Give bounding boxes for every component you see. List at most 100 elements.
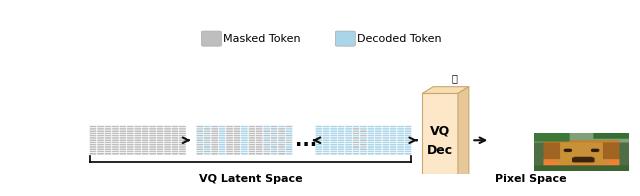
FancyBboxPatch shape bbox=[278, 142, 285, 144]
FancyBboxPatch shape bbox=[127, 142, 134, 144]
FancyBboxPatch shape bbox=[375, 126, 382, 128]
FancyBboxPatch shape bbox=[211, 142, 218, 144]
FancyBboxPatch shape bbox=[234, 130, 241, 132]
FancyBboxPatch shape bbox=[271, 148, 278, 150]
FancyBboxPatch shape bbox=[375, 128, 382, 130]
FancyBboxPatch shape bbox=[390, 142, 397, 144]
FancyBboxPatch shape bbox=[204, 153, 211, 155]
FancyBboxPatch shape bbox=[360, 148, 367, 150]
Text: ...: ... bbox=[295, 131, 317, 150]
FancyBboxPatch shape bbox=[234, 151, 241, 153]
FancyBboxPatch shape bbox=[211, 126, 218, 128]
FancyBboxPatch shape bbox=[360, 139, 367, 141]
FancyBboxPatch shape bbox=[141, 151, 149, 153]
FancyBboxPatch shape bbox=[353, 139, 360, 141]
FancyBboxPatch shape bbox=[241, 128, 248, 130]
FancyBboxPatch shape bbox=[278, 144, 285, 146]
FancyBboxPatch shape bbox=[285, 148, 292, 150]
FancyBboxPatch shape bbox=[285, 144, 292, 146]
FancyBboxPatch shape bbox=[226, 137, 233, 139]
FancyBboxPatch shape bbox=[234, 137, 241, 139]
FancyBboxPatch shape bbox=[127, 128, 134, 130]
FancyBboxPatch shape bbox=[263, 146, 270, 148]
FancyBboxPatch shape bbox=[367, 126, 374, 128]
FancyBboxPatch shape bbox=[316, 132, 323, 135]
FancyBboxPatch shape bbox=[323, 135, 330, 137]
FancyBboxPatch shape bbox=[278, 128, 285, 130]
FancyBboxPatch shape bbox=[353, 130, 360, 132]
FancyBboxPatch shape bbox=[248, 148, 255, 150]
FancyBboxPatch shape bbox=[278, 135, 285, 137]
FancyBboxPatch shape bbox=[375, 137, 382, 139]
FancyBboxPatch shape bbox=[97, 151, 104, 153]
FancyBboxPatch shape bbox=[234, 135, 241, 137]
FancyBboxPatch shape bbox=[263, 130, 270, 132]
FancyBboxPatch shape bbox=[234, 132, 241, 135]
FancyBboxPatch shape bbox=[241, 130, 248, 132]
FancyBboxPatch shape bbox=[179, 144, 186, 146]
FancyBboxPatch shape bbox=[404, 144, 412, 146]
FancyBboxPatch shape bbox=[323, 126, 330, 128]
FancyBboxPatch shape bbox=[157, 130, 164, 132]
FancyBboxPatch shape bbox=[134, 139, 141, 141]
FancyBboxPatch shape bbox=[390, 135, 397, 137]
FancyBboxPatch shape bbox=[226, 135, 233, 137]
FancyBboxPatch shape bbox=[204, 128, 211, 130]
FancyBboxPatch shape bbox=[149, 130, 156, 132]
FancyBboxPatch shape bbox=[241, 153, 248, 155]
FancyBboxPatch shape bbox=[164, 151, 171, 153]
FancyBboxPatch shape bbox=[172, 137, 179, 139]
FancyBboxPatch shape bbox=[226, 148, 233, 150]
FancyBboxPatch shape bbox=[337, 126, 345, 128]
FancyBboxPatch shape bbox=[90, 148, 97, 150]
FancyBboxPatch shape bbox=[157, 139, 164, 141]
FancyBboxPatch shape bbox=[323, 144, 330, 146]
FancyBboxPatch shape bbox=[134, 135, 141, 137]
FancyBboxPatch shape bbox=[119, 142, 127, 144]
FancyBboxPatch shape bbox=[97, 135, 104, 137]
FancyBboxPatch shape bbox=[285, 153, 292, 155]
FancyBboxPatch shape bbox=[375, 132, 382, 135]
FancyBboxPatch shape bbox=[345, 126, 352, 128]
FancyBboxPatch shape bbox=[127, 146, 134, 148]
FancyBboxPatch shape bbox=[196, 151, 204, 153]
FancyBboxPatch shape bbox=[367, 132, 374, 135]
FancyBboxPatch shape bbox=[330, 126, 337, 128]
FancyBboxPatch shape bbox=[271, 126, 278, 128]
FancyBboxPatch shape bbox=[97, 132, 104, 135]
FancyBboxPatch shape bbox=[218, 132, 226, 135]
FancyBboxPatch shape bbox=[404, 135, 412, 137]
FancyBboxPatch shape bbox=[141, 153, 149, 155]
FancyBboxPatch shape bbox=[196, 153, 204, 155]
FancyBboxPatch shape bbox=[141, 146, 149, 148]
FancyBboxPatch shape bbox=[112, 130, 119, 132]
FancyBboxPatch shape bbox=[323, 148, 330, 150]
FancyBboxPatch shape bbox=[271, 130, 278, 132]
FancyBboxPatch shape bbox=[337, 130, 345, 132]
FancyBboxPatch shape bbox=[149, 128, 156, 130]
FancyBboxPatch shape bbox=[271, 135, 278, 137]
FancyBboxPatch shape bbox=[285, 130, 292, 132]
FancyBboxPatch shape bbox=[256, 126, 263, 128]
FancyBboxPatch shape bbox=[90, 137, 97, 139]
FancyBboxPatch shape bbox=[256, 128, 263, 130]
FancyBboxPatch shape bbox=[196, 128, 204, 130]
FancyBboxPatch shape bbox=[234, 144, 241, 146]
FancyBboxPatch shape bbox=[248, 135, 255, 137]
FancyBboxPatch shape bbox=[226, 128, 233, 130]
FancyBboxPatch shape bbox=[404, 142, 412, 144]
FancyBboxPatch shape bbox=[367, 139, 374, 141]
FancyBboxPatch shape bbox=[345, 137, 352, 139]
FancyBboxPatch shape bbox=[390, 126, 397, 128]
FancyBboxPatch shape bbox=[104, 139, 111, 141]
Polygon shape bbox=[422, 93, 458, 187]
FancyBboxPatch shape bbox=[337, 137, 345, 139]
FancyBboxPatch shape bbox=[204, 135, 211, 137]
FancyBboxPatch shape bbox=[218, 144, 226, 146]
FancyBboxPatch shape bbox=[353, 132, 360, 135]
Text: Pixel Space: Pixel Space bbox=[495, 174, 566, 184]
FancyBboxPatch shape bbox=[157, 146, 164, 148]
FancyBboxPatch shape bbox=[353, 148, 360, 150]
FancyBboxPatch shape bbox=[256, 148, 263, 150]
FancyBboxPatch shape bbox=[278, 151, 285, 153]
